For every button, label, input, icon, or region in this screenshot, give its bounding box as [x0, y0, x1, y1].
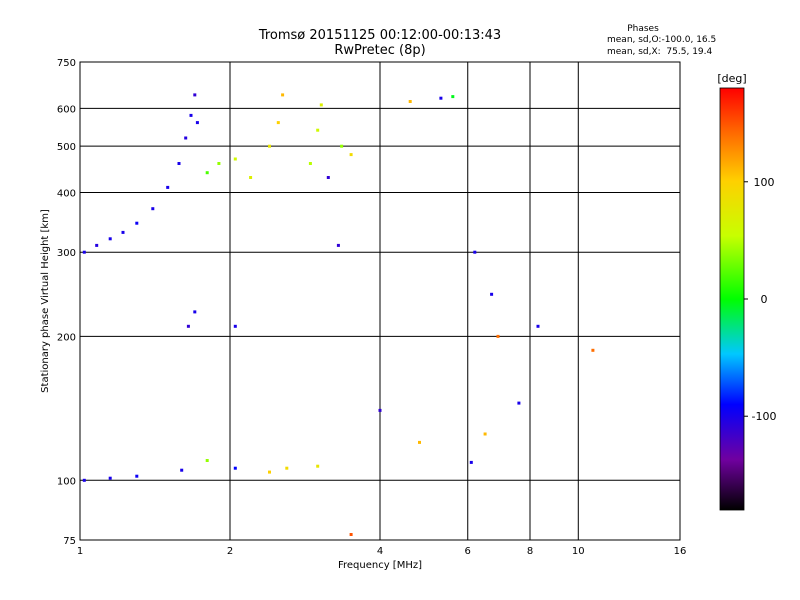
data-point: [205, 171, 209, 175]
gridlines: [80, 62, 680, 540]
data-point: [108, 476, 112, 480]
data-point: [496, 334, 500, 338]
data-point: [349, 533, 353, 536]
x-tick-label: 16: [674, 546, 687, 557]
data-points: [82, 93, 595, 536]
data-point: [469, 460, 473, 464]
data-point: [195, 121, 199, 125]
data-point: [483, 432, 487, 436]
x-tick-label: 2: [227, 546, 233, 557]
data-point: [82, 250, 86, 254]
plot-area: 1 2 4 6 8 10 16 75 100 200 300 400 500 600 750: [57, 58, 686, 557]
data-point: [591, 348, 595, 352]
data-point: [151, 207, 155, 211]
data-point: [276, 121, 280, 125]
data-point: [336, 243, 340, 247]
y-tick-label: 750: [57, 58, 76, 69]
data-point: [517, 401, 521, 405]
x-tick-label: 6: [465, 546, 471, 557]
colorbar-gradient: [719, 87, 745, 511]
data-point: [490, 292, 494, 296]
data-point: [316, 464, 320, 468]
colorbar-tick-label: 0: [761, 293, 768, 306]
x-tick-labels: 1 2 4 6 8 10 16: [77, 546, 687, 557]
colorbar-tick-label: 100: [754, 176, 775, 189]
data-point: [268, 144, 271, 148]
data-point: [408, 100, 412, 103]
y-tick-label: 300: [57, 248, 76, 259]
data-point: [439, 96, 443, 100]
data-point: [308, 162, 312, 165]
data-point: [418, 440, 421, 444]
data-point: [249, 176, 253, 179]
data-point: [378, 408, 382, 412]
data-point: [473, 250, 477, 254]
data-point: [451, 95, 455, 99]
stats-heading: Phases: [627, 24, 659, 34]
y-tick-labels: 75 100 200 300 400 500 600 750: [57, 58, 76, 547]
data-point: [135, 474, 139, 478]
y-tick-label: 75: [63, 536, 76, 547]
data-point: [281, 93, 285, 97]
data-point: [536, 324, 540, 328]
y-tick-label: 100: [57, 476, 76, 487]
data-point: [184, 136, 188, 140]
data-point: [186, 324, 190, 328]
data-point: [268, 470, 271, 474]
y-axis-label: Stationary phase Virtual Height [km]: [40, 209, 51, 393]
y-tick-label: 500: [57, 142, 76, 153]
data-point: [189, 113, 193, 117]
stats-line-o: mean, sd,O:-100.0, 16.5: [607, 35, 716, 45]
colorbar-tick-label: -100: [752, 410, 777, 423]
data-point: [285, 466, 289, 470]
y-tick-label: 200: [57, 332, 76, 343]
data-point: [316, 128, 320, 132]
data-point: [205, 459, 209, 462]
data-point: [217, 162, 221, 165]
data-point: [95, 243, 99, 247]
colorbar-ticks: 100 0 -100: [744, 176, 776, 423]
y-tick-label: 600: [57, 104, 76, 115]
x-tick-label: 8: [527, 546, 533, 557]
data-point: [193, 93, 197, 97]
data-point: [319, 103, 323, 107]
data-point: [166, 185, 170, 189]
chart-subtitle: RwPretec (8p): [334, 43, 425, 58]
stats-line-x: mean, sd,X: 75.5, 19.4: [607, 47, 713, 57]
data-point: [180, 468, 184, 472]
data-point: [135, 221, 139, 225]
data-point: [177, 162, 181, 165]
data-point: [193, 310, 197, 314]
chart-title: Tromsø 20151125 00:12:00-00:13:43: [258, 28, 501, 43]
data-point: [326, 176, 330, 179]
colorbar: [deg] 100 0 -100: [717, 72, 776, 511]
data-point: [108, 237, 112, 241]
data-point: [233, 157, 237, 161]
x-tick-label: 4: [377, 546, 383, 557]
data-point: [340, 144, 344, 148]
data-point: [349, 153, 353, 157]
x-tick-label: 1: [77, 546, 83, 557]
y-tick-label: 400: [57, 188, 76, 199]
colorbar-label: [deg]: [717, 72, 746, 85]
data-point: [82, 478, 86, 482]
data-point: [121, 230, 125, 234]
x-axis-label: Frequency [MHz]: [338, 560, 422, 571]
x-tick-label: 10: [572, 546, 585, 557]
data-point: [233, 324, 237, 328]
data-point: [233, 466, 237, 470]
